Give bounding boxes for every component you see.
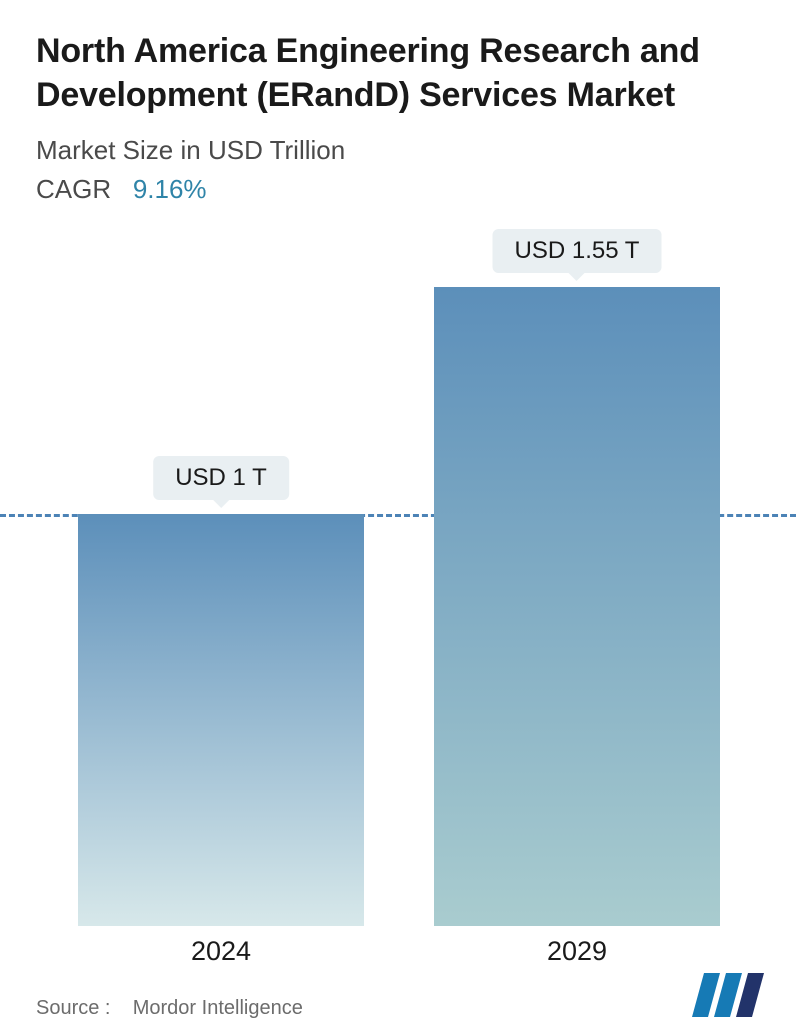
xlabel-2024: 2024 bbox=[191, 936, 251, 967]
bar-2029-fill bbox=[434, 287, 720, 926]
chart-subtitle: Market Size in USD Trillion bbox=[36, 135, 760, 166]
source-footer: Source : Mordor Intelligence bbox=[36, 997, 303, 1020]
mordor-logo-icon bbox=[692, 973, 764, 1022]
chart-plot-area: USD 1 T USD 1.55 T bbox=[0, 266, 796, 926]
chart-container: North America Engineering Research and D… bbox=[0, 0, 796, 1034]
x-axis-labels: 2024 2029 bbox=[0, 936, 796, 976]
xlabel-2029: 2029 bbox=[547, 936, 607, 967]
bar-2024: USD 1 T bbox=[78, 514, 364, 927]
bar-2024-value-label: USD 1 T bbox=[153, 456, 289, 500]
source-label: Source : bbox=[36, 997, 110, 1019]
bar-2029: USD 1.55 T bbox=[434, 287, 720, 926]
bar-2029-value-label: USD 1.55 T bbox=[493, 229, 662, 273]
cagr-line: CAGR 9.16% bbox=[36, 174, 760, 205]
cagr-value: 9.16% bbox=[133, 174, 207, 204]
source-name: Mordor Intelligence bbox=[133, 997, 303, 1019]
cagr-label: CAGR bbox=[36, 174, 111, 204]
chart-title: North America Engineering Research and D… bbox=[36, 30, 760, 117]
bar-2024-fill bbox=[78, 514, 364, 927]
